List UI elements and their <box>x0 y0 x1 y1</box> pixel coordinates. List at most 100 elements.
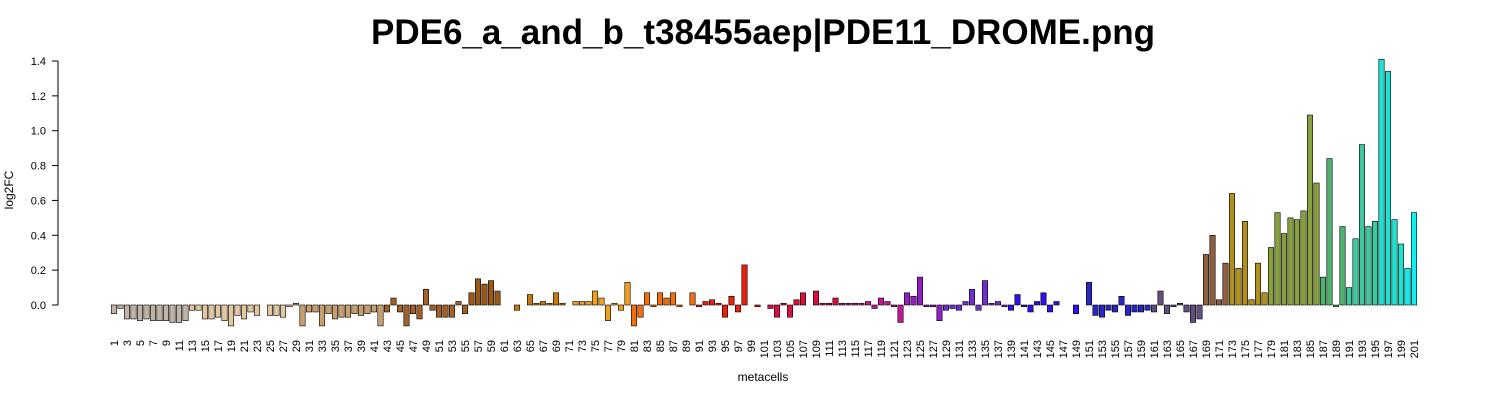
x-tick-label: 17 <box>213 340 225 352</box>
x-tick-label: 157 <box>1123 340 1135 358</box>
bar <box>890 304 897 308</box>
bar <box>383 304 390 313</box>
bar <box>825 302 832 306</box>
bar <box>721 304 728 318</box>
bar <box>968 289 975 306</box>
y-tick-label: 0.2 <box>31 265 46 277</box>
x-tick-label: 23 <box>252 340 264 352</box>
bar <box>923 304 930 308</box>
bar <box>1222 262 1229 306</box>
x-tick-label: 53 <box>447 340 459 352</box>
y-tick-label: 1.2 <box>31 91 46 103</box>
bar <box>474 278 481 306</box>
bar <box>851 302 858 306</box>
bar <box>539 301 546 306</box>
bar <box>429 304 436 311</box>
bar <box>650 304 657 308</box>
bar <box>1040 292 1047 306</box>
bar <box>663 297 670 306</box>
bar <box>689 292 696 306</box>
bar <box>585 301 592 306</box>
bar <box>461 304 468 315</box>
bar <box>234 304 241 316</box>
bar <box>767 304 774 309</box>
x-tick-label: 149 <box>1071 340 1083 358</box>
bar <box>578 301 585 306</box>
bar <box>1359 144 1366 306</box>
bar <box>988 302 995 306</box>
bar <box>494 290 501 306</box>
x-tick-label: 123 <box>902 340 914 358</box>
bar <box>910 295 917 306</box>
x-tick-label: 119 <box>876 340 888 358</box>
x-tick-label: 11 <box>174 340 186 351</box>
bar <box>1157 290 1164 306</box>
x-tick-label: 185 <box>1305 340 1317 358</box>
x-tick-label: 65 <box>525 340 537 352</box>
bar <box>1034 301 1041 306</box>
x-tick-label: 41 <box>369 340 381 352</box>
bar <box>1352 238 1359 306</box>
bar <box>150 304 157 321</box>
bar <box>1112 304 1119 313</box>
bar <box>1196 304 1203 320</box>
bar <box>526 294 533 306</box>
x-tick-label: 189 <box>1331 340 1343 358</box>
bar <box>1261 292 1268 306</box>
bar <box>630 304 637 327</box>
bar <box>1164 304 1171 315</box>
bar <box>624 282 631 306</box>
bar <box>1014 294 1021 306</box>
bar <box>949 304 956 309</box>
x-tick-label: 143 <box>1032 340 1044 358</box>
x-tick-label: 159 <box>1136 340 1148 358</box>
x-tick-label: 49 <box>421 340 433 352</box>
bar <box>695 304 702 308</box>
bar <box>143 304 150 320</box>
x-tick-label: 181 <box>1279 340 1291 358</box>
bar <box>390 297 397 306</box>
bar <box>312 304 319 313</box>
bar <box>318 304 325 327</box>
bar <box>1300 210 1307 306</box>
bar <box>403 304 410 327</box>
bar <box>637 304 644 318</box>
bar <box>1183 304 1190 313</box>
bar <box>396 304 403 313</box>
bar <box>344 304 351 318</box>
bar <box>286 304 293 308</box>
x-tick-label: 93 <box>707 340 719 352</box>
x-tick-label: 67 <box>538 340 550 352</box>
x-tick-label: 81 <box>629 340 641 352</box>
bar <box>845 302 852 306</box>
bar <box>1391 219 1398 306</box>
x-tick-label: 199 <box>1396 340 1408 358</box>
bar <box>676 304 683 308</box>
bar <box>195 304 202 311</box>
x-tick-label: 113 <box>837 340 849 358</box>
bar <box>254 304 261 316</box>
bar <box>611 302 618 306</box>
bar <box>409 304 416 315</box>
x-tick-label: 175 <box>1240 340 1252 358</box>
bar <box>1190 304 1197 323</box>
x-tick-label: 73 <box>577 340 589 352</box>
y-tick-label: 1.0 <box>31 126 46 138</box>
x-tick-label: 15 <box>200 340 212 352</box>
x-tick-label: 71 <box>564 340 576 352</box>
bar <box>728 295 735 306</box>
x-tick-label: 165 <box>1175 340 1187 358</box>
bar <box>1138 304 1145 313</box>
bar <box>591 290 598 306</box>
bar <box>1177 302 1184 306</box>
bar <box>455 301 462 306</box>
bar <box>604 304 611 321</box>
bar <box>955 304 962 311</box>
x-tick-label: 167 <box>1188 340 1200 358</box>
bar <box>572 301 579 306</box>
bar <box>1092 304 1099 316</box>
x-tick-label: 69 <box>551 340 563 352</box>
bar <box>370 304 377 313</box>
x-tick-label: 141 <box>1019 340 1031 358</box>
chart-title: PDE6_a_and_b_t38455aep|PDE11_DROME.png <box>371 13 1155 52</box>
